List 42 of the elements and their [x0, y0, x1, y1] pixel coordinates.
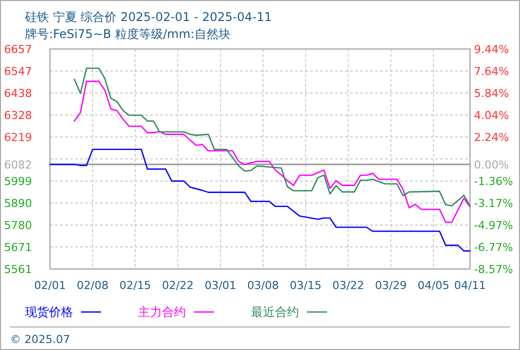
y2-tick-label: 0.00%	[474, 158, 509, 172]
text: © 2025.07	[10, 333, 70, 346]
y-tick-label: 6547	[4, 65, 32, 78]
y-tick-label: 5890	[4, 196, 32, 210]
y2-tick-label: -8.57%	[474, 263, 513, 276]
y-tick-label: 5780	[4, 219, 32, 232]
x-tick-label: 03/08	[247, 279, 279, 292]
legend-label: 现货价格	[25, 305, 73, 319]
y2-tick-label: -4.97%	[474, 219, 513, 232]
chart-title: 硅铁 宁夏 综合价 2025-02-01 - 2025-04-11	[24, 10, 272, 24]
x-tick-label: 04/11	[454, 279, 486, 292]
y-tick-label: 5561	[4, 263, 32, 276]
y2-tick-label: -6.77%	[474, 241, 513, 254]
y2-tick-label: 2.24%	[474, 130, 509, 144]
x-tick-label: 02/22	[162, 279, 194, 292]
chart-subtitle: 牌号:FeSi75~B 粒度等级/mm:自然块	[25, 27, 230, 41]
x-tick-label: 03/29	[375, 279, 407, 292]
y2-tick-label: -3.17%	[474, 197, 513, 210]
y-tick-label: 5999	[4, 175, 32, 188]
y2-tick-label: 4.04%	[474, 108, 509, 122]
y2-tick-label: 9.44%	[474, 43, 509, 56]
line-series	[49, 148, 471, 252]
x-tick-label: 03/15	[290, 279, 322, 292]
legend-label: 主力合约	[138, 305, 186, 319]
y-tick-label: 6438	[4, 86, 32, 100]
y-tick-label: 6219	[4, 130, 32, 144]
legend-label: 最近合约	[251, 305, 299, 319]
y2-tick-label: 7.64%	[474, 64, 509, 78]
x-tick-label: 04/05	[418, 279, 450, 292]
x-tick-label: 03/01	[204, 279, 236, 292]
line-series	[74, 80, 471, 223]
y2-tick-label: -1.36%	[474, 174, 513, 188]
y-tick-label: 6657	[4, 43, 32, 56]
x-tick-label: 02/01	[34, 279, 66, 292]
y-tick-label: 5671	[4, 240, 32, 254]
y-tick-label: 6082	[4, 158, 32, 172]
x-tick-label: 02/15	[119, 279, 152, 292]
y-tick-label: 6328	[4, 109, 32, 122]
x-tick-label: 02/08	[76, 279, 108, 292]
x-tick-label: 03/22	[332, 279, 364, 292]
y2-tick-label: 5.84%	[474, 86, 509, 100]
line-series	[74, 68, 471, 206]
